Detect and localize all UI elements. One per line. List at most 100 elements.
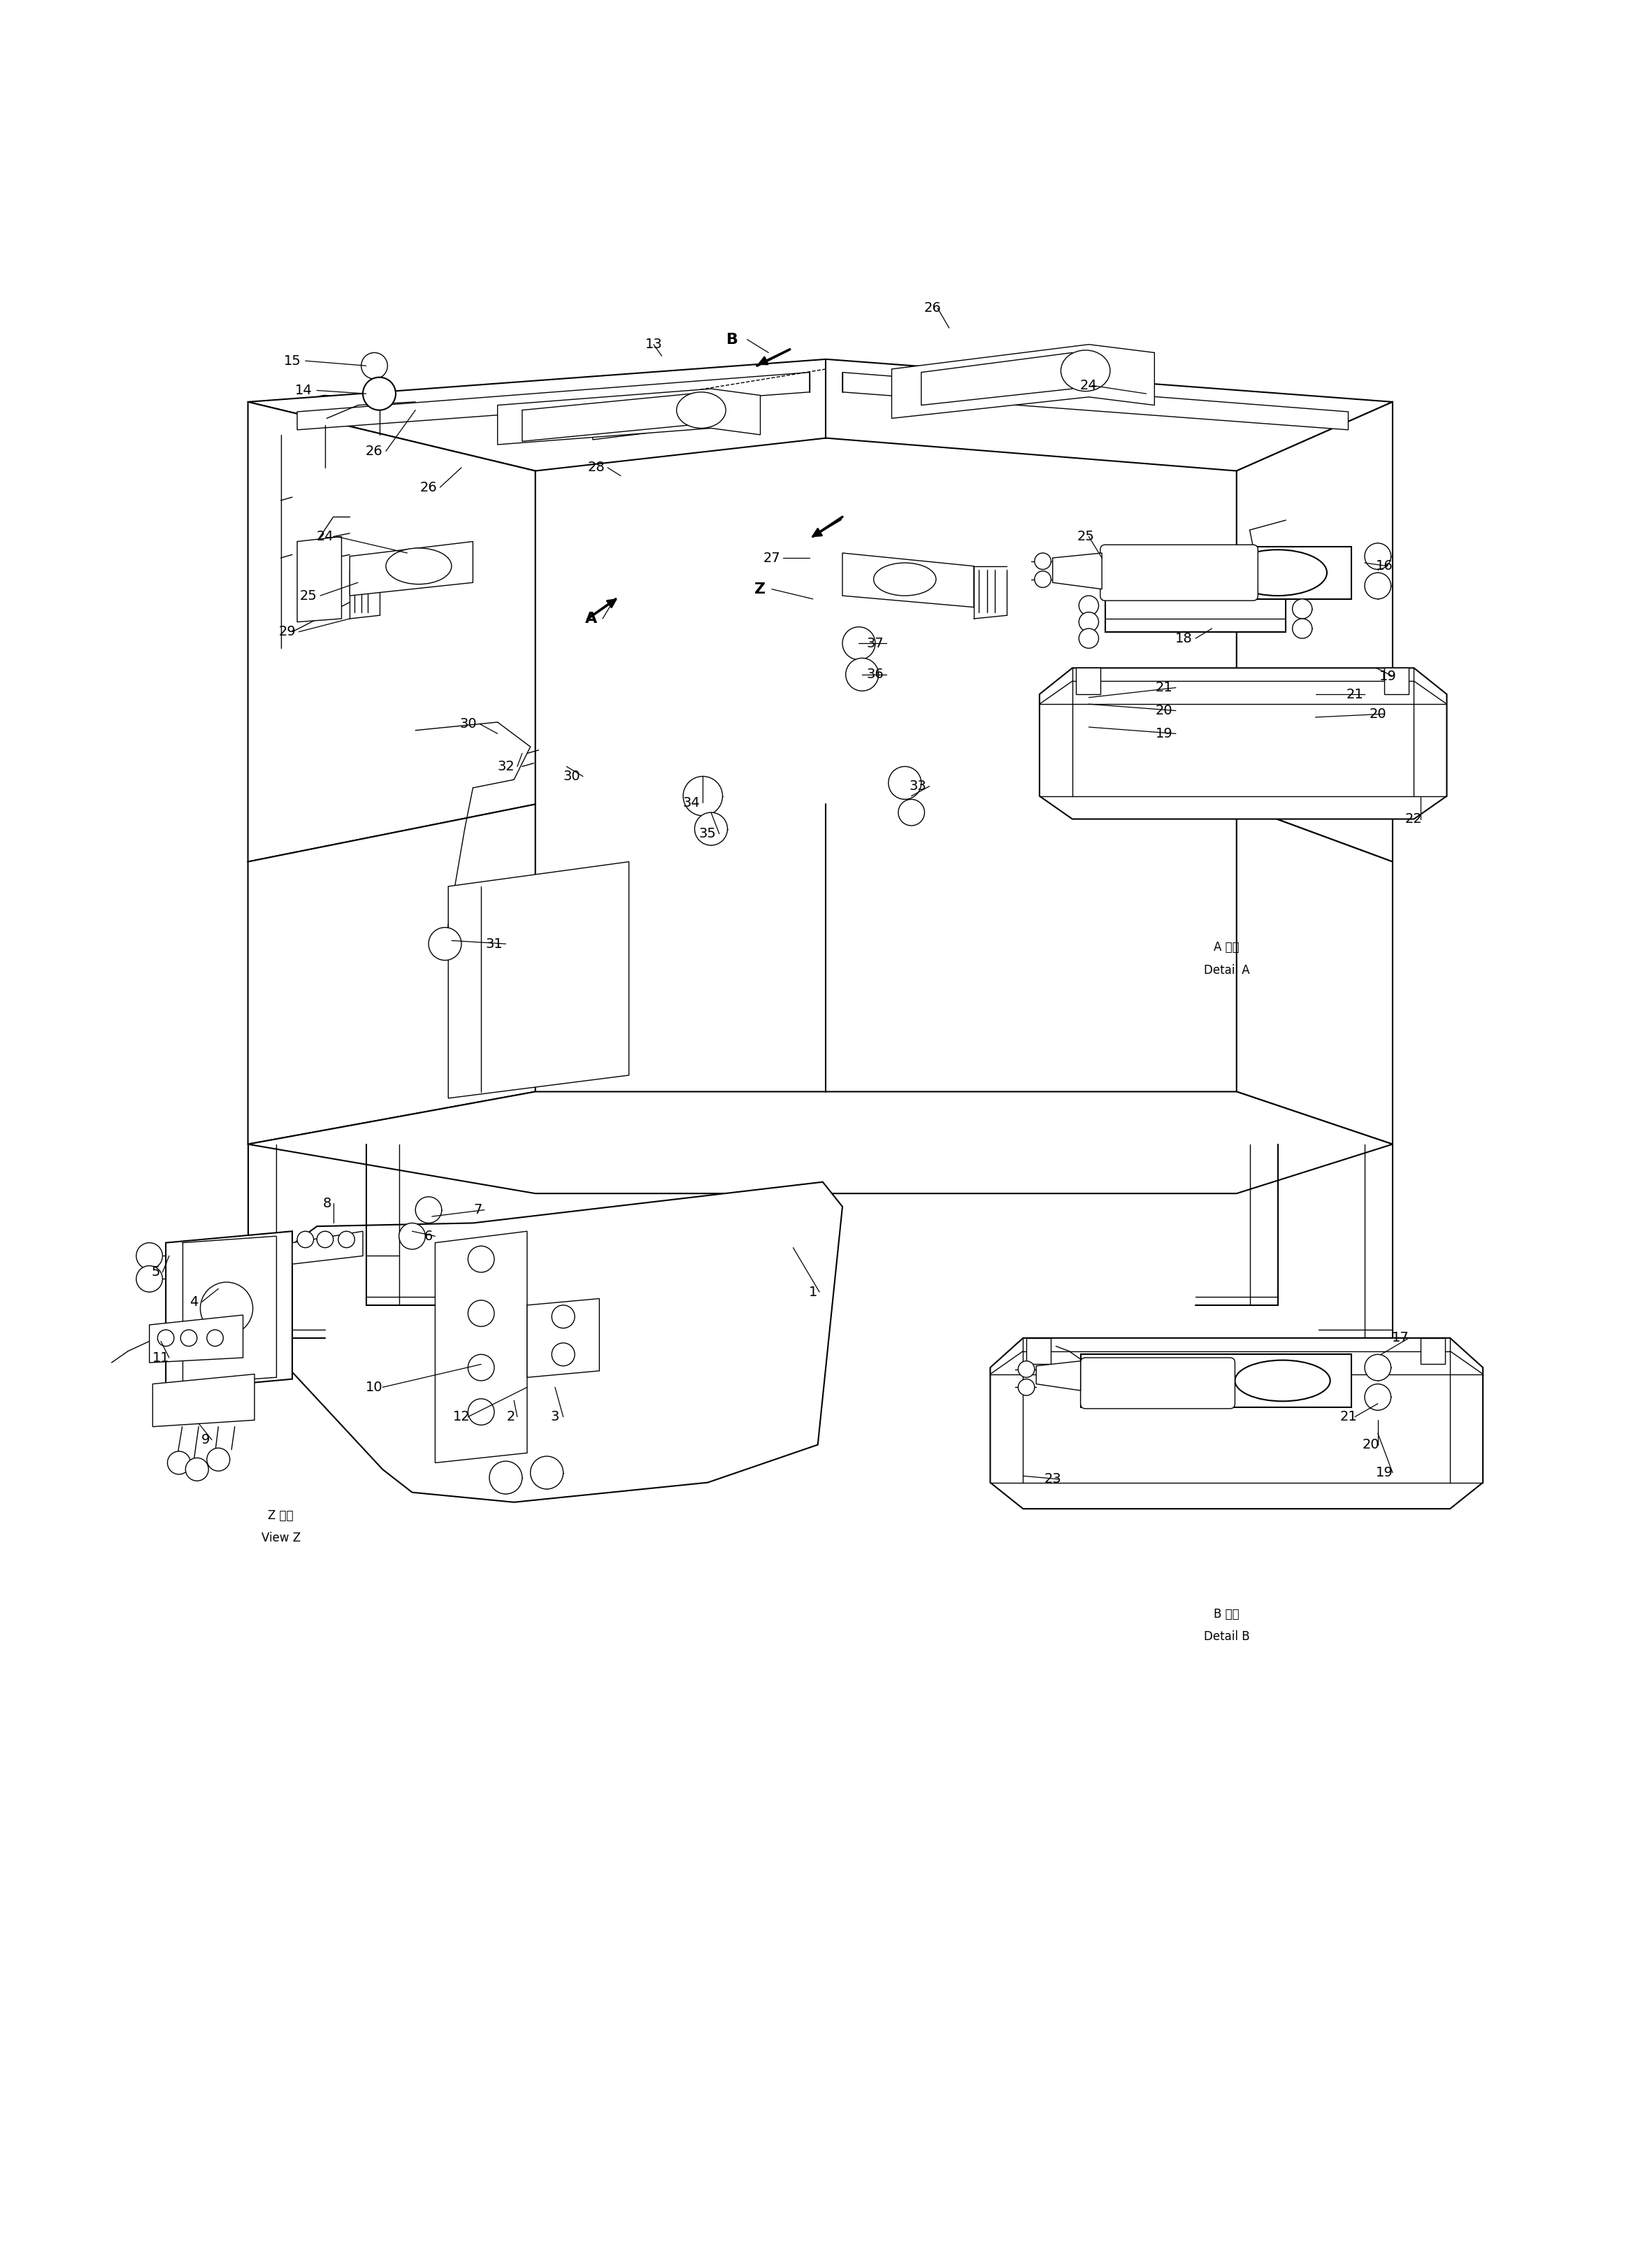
Circle shape bbox=[1018, 1361, 1034, 1376]
Polygon shape bbox=[922, 353, 1072, 405]
Circle shape bbox=[200, 1282, 253, 1334]
Text: 5: 5 bbox=[152, 1266, 160, 1280]
Polygon shape bbox=[1421, 1338, 1446, 1365]
Polygon shape bbox=[1237, 403, 1393, 861]
Text: 6: 6 bbox=[425, 1230, 433, 1244]
Circle shape bbox=[1034, 553, 1051, 569]
Polygon shape bbox=[1102, 547, 1351, 598]
Circle shape bbox=[1292, 598, 1312, 618]
Circle shape bbox=[468, 1399, 494, 1426]
Text: 14: 14 bbox=[296, 385, 312, 398]
Text: 19: 19 bbox=[1376, 1466, 1393, 1480]
Polygon shape bbox=[843, 553, 973, 607]
Polygon shape bbox=[448, 861, 629, 1098]
Text: 1: 1 bbox=[808, 1286, 818, 1298]
Text: 15: 15 bbox=[284, 353, 301, 367]
Circle shape bbox=[1079, 627, 1099, 648]
Circle shape bbox=[297, 1230, 314, 1248]
Circle shape bbox=[206, 1329, 223, 1347]
Text: B 詳細: B 詳細 bbox=[1214, 1608, 1239, 1619]
Text: 19: 19 bbox=[1379, 670, 1396, 684]
Circle shape bbox=[415, 1196, 441, 1223]
Polygon shape bbox=[593, 394, 686, 439]
Circle shape bbox=[694, 812, 727, 846]
Circle shape bbox=[530, 1457, 563, 1489]
Circle shape bbox=[180, 1329, 197, 1347]
Text: 25: 25 bbox=[301, 589, 317, 603]
Circle shape bbox=[135, 1266, 162, 1291]
Circle shape bbox=[552, 1343, 575, 1365]
Circle shape bbox=[468, 1246, 494, 1273]
Text: 29: 29 bbox=[279, 625, 296, 639]
Circle shape bbox=[206, 1448, 230, 1471]
Text: 2: 2 bbox=[507, 1410, 515, 1424]
Text: 16: 16 bbox=[1376, 560, 1393, 573]
Circle shape bbox=[400, 1223, 425, 1248]
Text: 30: 30 bbox=[563, 769, 580, 783]
FancyBboxPatch shape bbox=[1080, 1358, 1236, 1408]
Polygon shape bbox=[149, 1316, 243, 1363]
Text: 34: 34 bbox=[682, 796, 700, 810]
Text: 21: 21 bbox=[1346, 688, 1363, 702]
Text: 23: 23 bbox=[1044, 1473, 1061, 1487]
Polygon shape bbox=[497, 389, 760, 445]
Text: B: B bbox=[727, 333, 738, 346]
Polygon shape bbox=[522, 394, 691, 441]
Ellipse shape bbox=[1236, 1361, 1330, 1401]
Polygon shape bbox=[248, 403, 535, 861]
Ellipse shape bbox=[677, 391, 725, 427]
Text: 7: 7 bbox=[474, 1203, 482, 1217]
Polygon shape bbox=[248, 360, 1393, 470]
Polygon shape bbox=[892, 344, 1155, 418]
Text: 21: 21 bbox=[1156, 681, 1173, 695]
Text: 11: 11 bbox=[152, 1352, 170, 1365]
Polygon shape bbox=[259, 1183, 843, 1502]
Polygon shape bbox=[1052, 553, 1102, 589]
Text: 25: 25 bbox=[1077, 531, 1094, 544]
Polygon shape bbox=[1384, 668, 1409, 695]
Text: 36: 36 bbox=[867, 668, 884, 681]
Circle shape bbox=[363, 378, 396, 409]
Text: Z 視図: Z 視図 bbox=[268, 1509, 294, 1523]
Text: 22: 22 bbox=[1406, 812, 1422, 825]
Circle shape bbox=[468, 1300, 494, 1327]
Circle shape bbox=[846, 659, 879, 690]
Text: 26: 26 bbox=[365, 445, 383, 459]
Polygon shape bbox=[248, 1091, 1393, 1194]
Circle shape bbox=[1079, 612, 1099, 632]
Polygon shape bbox=[297, 373, 809, 430]
Text: 3: 3 bbox=[550, 1410, 560, 1424]
Text: 27: 27 bbox=[763, 551, 780, 564]
Circle shape bbox=[428, 927, 461, 960]
Circle shape bbox=[185, 1457, 208, 1480]
Polygon shape bbox=[1105, 598, 1285, 632]
Circle shape bbox=[1034, 571, 1051, 587]
Circle shape bbox=[899, 798, 925, 825]
Text: 24: 24 bbox=[1080, 378, 1097, 391]
Circle shape bbox=[317, 1230, 334, 1248]
Circle shape bbox=[1365, 1383, 1391, 1410]
Polygon shape bbox=[434, 1230, 527, 1462]
Circle shape bbox=[843, 627, 876, 659]
Text: 10: 10 bbox=[365, 1381, 383, 1394]
Text: 30: 30 bbox=[459, 717, 476, 731]
Text: 33: 33 bbox=[909, 780, 927, 794]
Circle shape bbox=[552, 1304, 575, 1329]
Text: 19: 19 bbox=[1156, 726, 1173, 740]
Polygon shape bbox=[152, 1374, 254, 1426]
Polygon shape bbox=[843, 373, 1348, 430]
Text: 28: 28 bbox=[588, 461, 605, 475]
Polygon shape bbox=[165, 1230, 292, 1390]
Text: Z: Z bbox=[755, 582, 767, 596]
Circle shape bbox=[167, 1451, 190, 1475]
Polygon shape bbox=[1036, 1361, 1080, 1390]
Text: Detail A: Detail A bbox=[1204, 965, 1249, 976]
Polygon shape bbox=[1039, 668, 1447, 819]
Text: 12: 12 bbox=[453, 1410, 471, 1424]
Circle shape bbox=[1365, 573, 1391, 598]
Text: 31: 31 bbox=[486, 938, 502, 951]
Circle shape bbox=[1365, 1354, 1391, 1381]
Text: 20: 20 bbox=[1156, 704, 1173, 717]
Polygon shape bbox=[990, 1338, 1483, 1509]
Text: 20: 20 bbox=[1363, 1437, 1379, 1451]
